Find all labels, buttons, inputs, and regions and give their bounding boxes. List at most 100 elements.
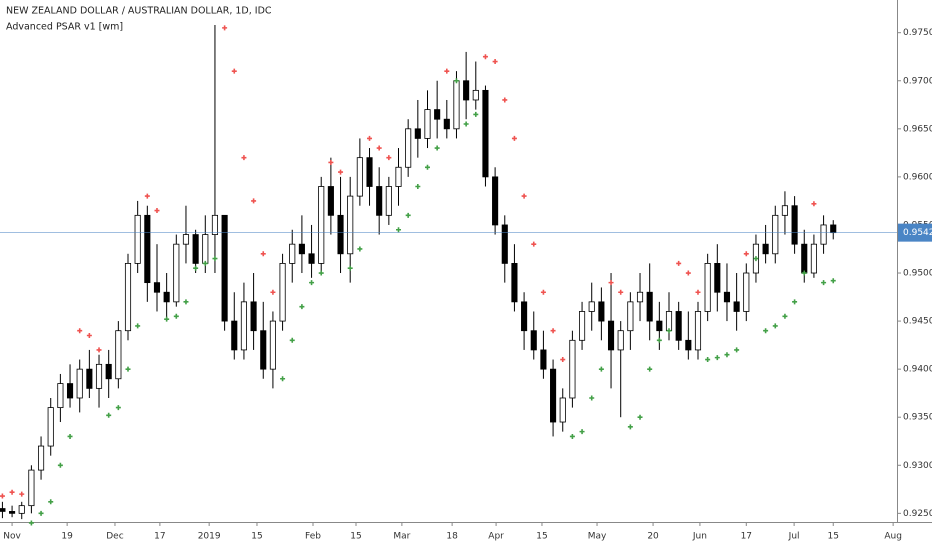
x-tick-label: Feb — [305, 532, 321, 542]
psar-dot — [241, 155, 247, 161]
psar-dot — [231, 68, 237, 74]
candle-body — [105, 363, 112, 380]
candle-body — [28, 469, 35, 507]
x-tick-label: Nov — [3, 532, 21, 542]
psar-dot — [376, 145, 382, 151]
candle-body — [231, 320, 238, 351]
candle-body — [192, 234, 199, 264]
psar-dot — [569, 433, 575, 439]
x-tick-label: Jun — [692, 532, 707, 542]
candle-body — [588, 301, 595, 312]
psar-dot — [637, 414, 643, 420]
candle-body — [318, 186, 325, 264]
psar-dot — [77, 328, 83, 334]
x-tick-label: May — [588, 532, 607, 542]
candle-body — [463, 80, 470, 101]
x-tick-label: 20 — [647, 532, 659, 542]
candle-body — [521, 301, 528, 332]
psar-dot — [135, 323, 141, 329]
candle-body — [279, 263, 286, 322]
psar-dot — [106, 412, 112, 418]
candle-body — [144, 214, 151, 284]
candle-body — [47, 407, 54, 447]
psar-dot — [531, 241, 537, 247]
psar-dot — [19, 491, 25, 497]
candle-body — [492, 176, 499, 226]
psar-dot — [309, 280, 315, 286]
candle-body — [405, 128, 412, 168]
psar-dot — [724, 352, 730, 358]
candle-body — [76, 368, 83, 399]
candle-body — [434, 109, 441, 120]
candle-body — [598, 301, 605, 322]
psar-dot — [685, 270, 691, 276]
candle-body — [559, 397, 566, 423]
psar-dot — [260, 251, 266, 257]
candle-body — [337, 214, 344, 255]
psar-dot — [540, 289, 546, 295]
psar-dot — [579, 429, 585, 435]
psar-dot — [396, 227, 402, 233]
psar-dot — [57, 462, 63, 468]
x-tick-label: Apr — [488, 532, 504, 542]
candle-body — [86, 368, 93, 389]
psar-dot — [463, 121, 469, 127]
candle-body — [298, 243, 305, 255]
psar-dot — [763, 328, 769, 334]
candle-body — [781, 205, 788, 216]
psar-dot — [801, 270, 807, 276]
psar-dot — [222, 25, 228, 31]
psar-dot — [212, 256, 218, 262]
psar-dot — [627, 424, 633, 430]
psar-dot — [550, 328, 556, 334]
candle-body — [723, 291, 731, 303]
indicator-label: Advanced PSAR v1 [wm] — [6, 22, 123, 33]
candle-body — [830, 224, 837, 234]
psar-dot — [173, 313, 179, 319]
psar-dot — [96, 347, 102, 353]
psar-dot — [608, 280, 614, 286]
psar-dot — [705, 357, 711, 363]
psar-dot — [347, 265, 353, 271]
y-tick-label: 0.9600 — [903, 172, 932, 182]
psar-dot — [38, 510, 44, 516]
candle-body — [579, 311, 586, 341]
psar-dot — [67, 433, 73, 439]
y-tick-label: 0.9350 — [903, 413, 932, 423]
candle-body — [714, 263, 721, 293]
psar-dot — [328, 159, 334, 165]
psar-dot — [154, 208, 160, 214]
candle-body — [202, 234, 209, 264]
candle-body — [733, 301, 740, 312]
x-tick-label: 17 — [154, 532, 165, 542]
candle-body — [607, 320, 615, 351]
psar-dot — [386, 155, 392, 161]
psar-dot — [434, 145, 440, 151]
psar-dot — [164, 316, 170, 322]
psar-dot — [482, 54, 488, 60]
candle-body — [211, 214, 219, 235]
candle-body — [482, 89, 489, 178]
psar-dot — [502, 97, 508, 103]
psar-dot — [521, 193, 527, 199]
candle-body — [791, 205, 798, 245]
candle-body — [772, 214, 779, 255]
psar-dot — [792, 299, 798, 305]
x-tick-label: 17 — [741, 532, 752, 542]
candle-body — [240, 301, 247, 351]
psar-dot — [270, 289, 276, 295]
y-tick-label: 0.9650 — [903, 124, 932, 134]
psar-dot — [734, 347, 740, 353]
psar-dot — [115, 405, 121, 411]
psar-dot — [28, 520, 34, 526]
candle-body — [395, 166, 402, 187]
x-tick-label: 19 — [61, 532, 73, 542]
candle-body — [569, 339, 576, 399]
candle-body — [453, 80, 460, 130]
candle-body — [656, 320, 663, 332]
x-tick-label: Dec — [106, 532, 123, 542]
psar-dot — [299, 304, 305, 310]
candle-body — [665, 311, 673, 332]
chart-title: NEW ZEALAND DOLLAR / AUSTRALIAN DOLLAR, … — [6, 6, 272, 17]
